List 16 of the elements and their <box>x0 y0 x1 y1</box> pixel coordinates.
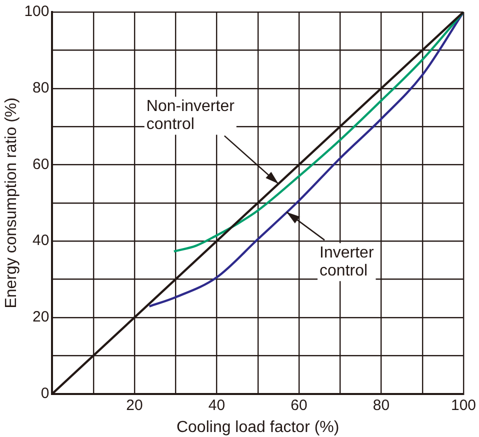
annotation: Inverter control <box>320 244 374 280</box>
y-axis-title: Energy consumption ratio (%) <box>3 98 20 308</box>
x-tick-label: 60 <box>290 396 308 414</box>
x-tick-label: 40 <box>208 396 226 414</box>
y-tick-label: 80 <box>32 80 50 96</box>
y-tick-label: 0 <box>40 384 50 402</box>
x-tick-label: 100 <box>450 396 476 414</box>
y-tick-label: 20 <box>32 308 50 326</box>
annotation: Non-inverter control <box>146 98 236 134</box>
x-tick-label: 20 <box>126 396 143 414</box>
y-tick-label: 40 <box>32 232 50 250</box>
x-axis-title: Cooling load factor (%) <box>176 418 340 436</box>
y-tick-label: 60 <box>32 156 50 173</box>
x-tick-label: 80 <box>372 396 390 414</box>
line-series <box>148 12 464 308</box>
y-tick-label: 100 <box>24 3 50 20</box>
